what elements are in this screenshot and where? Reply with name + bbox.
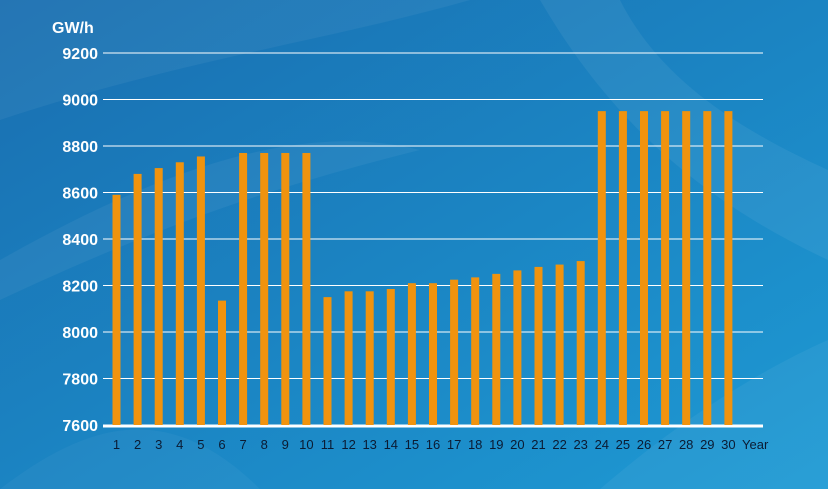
bar [175,162,184,425]
x-tick-label: 1 [113,437,120,452]
x-tick-label: 20 [510,437,524,452]
x-tick-label: 4 [176,437,183,452]
bar [386,288,395,425]
bar [302,152,311,425]
bar [661,111,670,425]
y-tick-label: 8800 [62,139,98,156]
bar [154,168,163,425]
bar [218,300,226,425]
x-tick-label: 30 [721,437,735,452]
x-tick-label: 11 [321,437,335,452]
bar [429,283,437,425]
bar [618,111,627,425]
bar [196,156,205,425]
x-tick-label: 2 [134,437,141,452]
bar [534,266,543,425]
x-tick-label: 22 [552,437,566,452]
x-tick-label: 21 [531,437,545,452]
bar [471,277,480,425]
bar [597,111,606,425]
x-tick-label: 13 [362,437,376,452]
gridlines [103,52,763,428]
bar [239,152,248,425]
x-tick-label: 27 [658,437,672,452]
bar [344,291,353,425]
x-tick-label: 19 [489,437,503,452]
x-tick-label: 7 [239,437,246,452]
bar [133,173,142,425]
y-tick-label: 9200 [62,46,98,63]
y-tick-label: 7800 [62,372,98,389]
x-tick-label: 16 [426,437,440,452]
bar [513,270,522,425]
x-tick-label: 8 [261,437,268,452]
bars [112,111,733,425]
bar [724,111,733,425]
y-tick-label: 8200 [62,279,98,296]
y-tick-label: 9000 [62,93,98,110]
x-tick-label: 26 [637,437,651,452]
y-axis-title: GW/h [52,20,94,37]
x-tick-label: 5 [197,437,204,452]
y-tick-labels: 7600 7800 8000 8200 8400 8600 8800 9000 9200 [62,46,98,435]
x-tick-label: 29 [700,437,714,452]
x-tick-label: 28 [679,437,693,452]
x-tick-label: 3 [155,437,162,452]
bar [492,273,501,425]
bar [640,111,648,425]
x-tick-label: 14 [384,437,398,452]
bar [407,283,416,425]
bar [260,152,269,425]
x-tick-labels: 1 2 3 4 5 6 7 8 9 10 11 12 13 14 15 16 17 18 19 20 21 22 23 24 2… [113,437,736,452]
x-tick-label: 9 [282,437,289,452]
x-tick-label: 24 [595,437,609,452]
bar [555,264,564,425]
x-tick-label: 10 [299,437,313,452]
bar [365,291,374,425]
x-tick-label: 23 [573,437,587,452]
y-tick-label: 8000 [62,325,98,342]
x-axis-title: Year [742,437,769,452]
y-tick-label: 8400 [62,232,98,249]
x-tick-label: 18 [468,437,482,452]
bar [682,111,691,425]
bar [576,261,585,425]
bar [281,152,290,425]
bar [112,194,121,425]
x-tick-label: 12 [341,437,355,452]
x-tick-label: 17 [447,437,461,452]
bar [323,297,332,425]
bar [450,279,459,425]
bar [703,111,712,425]
y-tick-label: 8600 [62,186,98,203]
x-tick-label: 15 [405,437,419,452]
y-tick-label: 7600 [62,418,98,435]
x-tick-label: 25 [616,437,630,452]
x-tick-label: 6 [218,437,225,452]
